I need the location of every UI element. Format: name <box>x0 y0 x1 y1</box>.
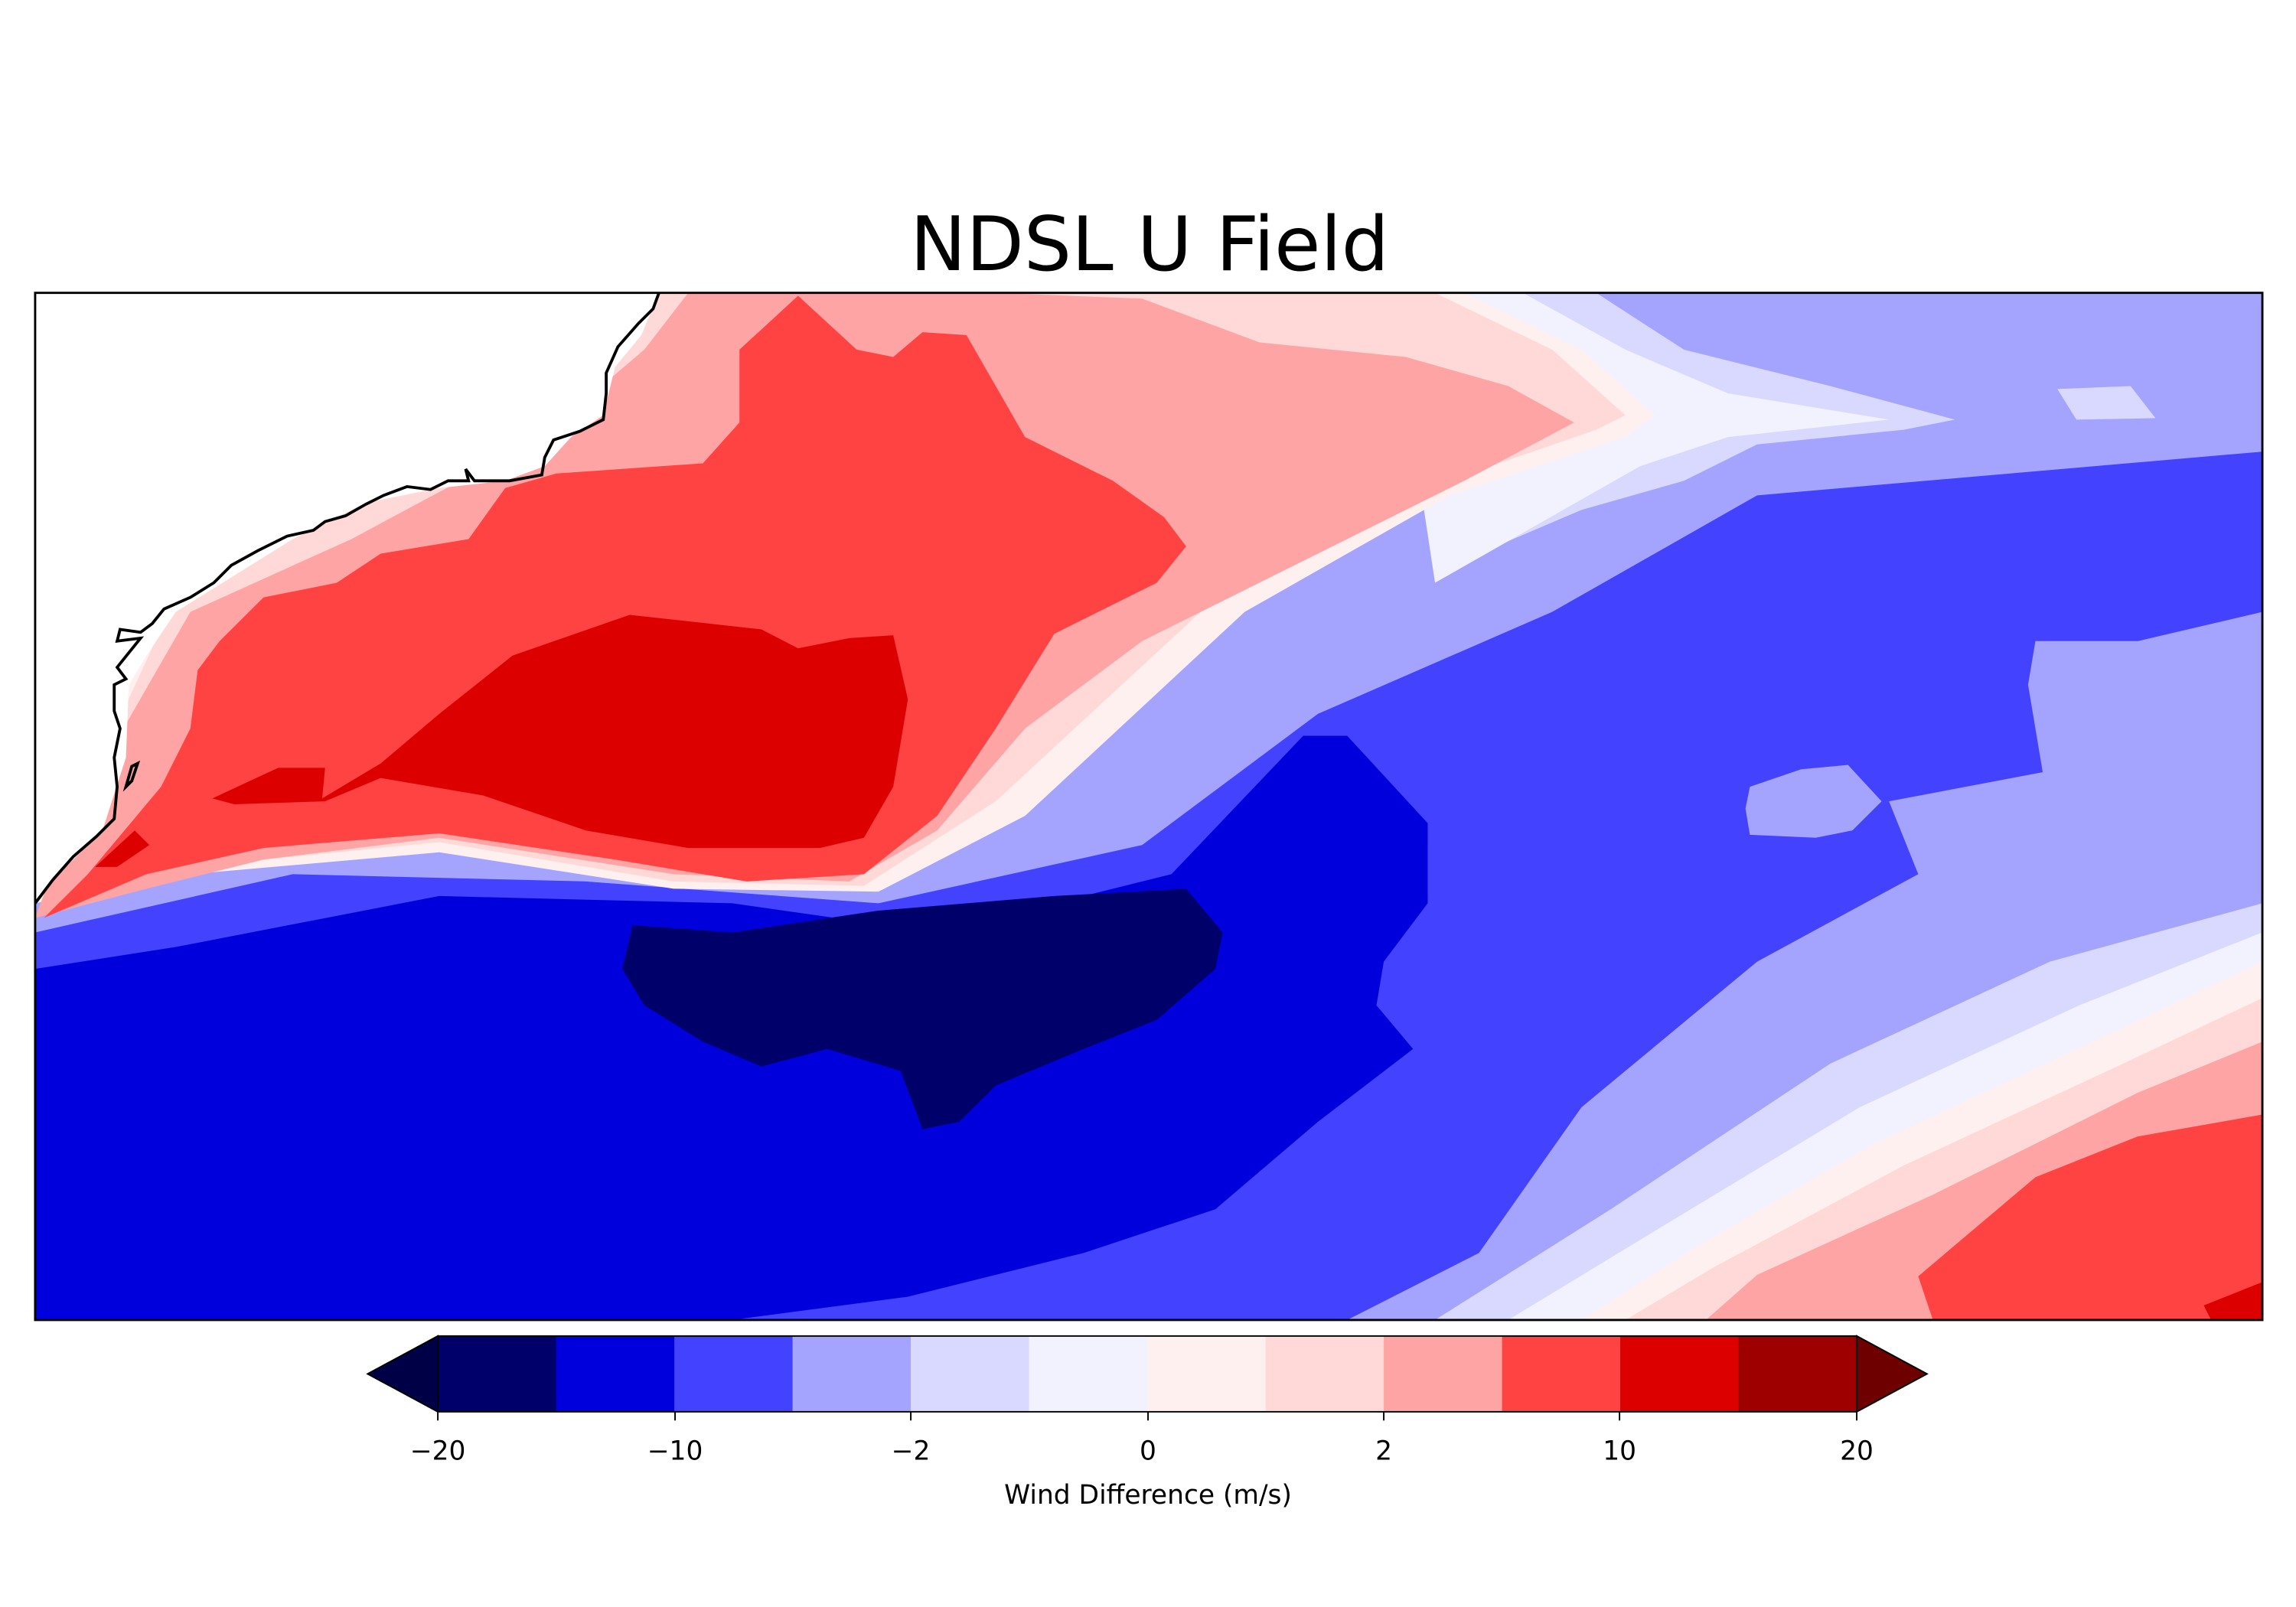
field-pos-5-10 <box>44 295 1186 918</box>
coastline-island <box>122 760 141 792</box>
colorbar-swatch <box>1384 1335 1503 1412</box>
colorbar-tick-label: −2 <box>892 1436 931 1467</box>
colorbar-swatch <box>438 1335 557 1412</box>
colorbar-tick-label: 0 <box>1140 1436 1156 1467</box>
colorbar-extend-low <box>366 1335 439 1413</box>
colorbar-tick-label: 2 <box>1375 1436 1392 1467</box>
colorbar-ticks: −20 −10 −2 0 2 10 20 <box>410 1436 1874 1467</box>
colorbar-tick-label: 10 <box>1603 1436 1636 1467</box>
field-pos-10-15-sw <box>95 830 150 867</box>
colorbar-swatch <box>1738 1335 1858 1412</box>
colorbar-tick-label: −20 <box>410 1436 466 1467</box>
colorbar-swatch <box>792 1335 912 1412</box>
field-se-pos-5-10 <box>1918 1114 2263 1320</box>
field-neg-5-2-island <box>1745 764 1882 838</box>
colorbar-swatch <box>1147 1335 1267 1412</box>
field-se-pos-10-15 <box>2203 1282 2263 1320</box>
land-area <box>34 292 659 904</box>
colorbar-swatch <box>1265 1335 1385 1412</box>
colorbar-swatch <box>1502 1335 1622 1412</box>
coastline <box>34 292 660 905</box>
colorbar-swatch <box>911 1335 1030 1412</box>
field-neg-20-15 <box>622 888 1223 1129</box>
colorbar-swatch <box>1620 1335 1740 1412</box>
colorbar-tick-label: −10 <box>647 1436 703 1467</box>
map-title: NDSL U Field <box>910 201 1389 288</box>
colorbar-tick-label: 20 <box>1840 1436 1874 1467</box>
colorbar-swatch <box>1029 1335 1149 1412</box>
field-pos-10-15 <box>212 614 908 849</box>
colorbar <box>366 1335 1929 1421</box>
colorbar-swatch <box>556 1335 676 1412</box>
colorbar-swatch <box>674 1335 794 1412</box>
colorbar-extend-high <box>1856 1335 1929 1413</box>
map-panel: −20 −10 −2 0 2 10 20 Wind Difference (m/… <box>34 292 2264 1511</box>
map-frame <box>34 292 2264 1322</box>
field-neg-2-1-ne-small <box>2057 386 2156 420</box>
colorbar-label: Wind Difference (m/s) <box>1004 1480 1292 1511</box>
